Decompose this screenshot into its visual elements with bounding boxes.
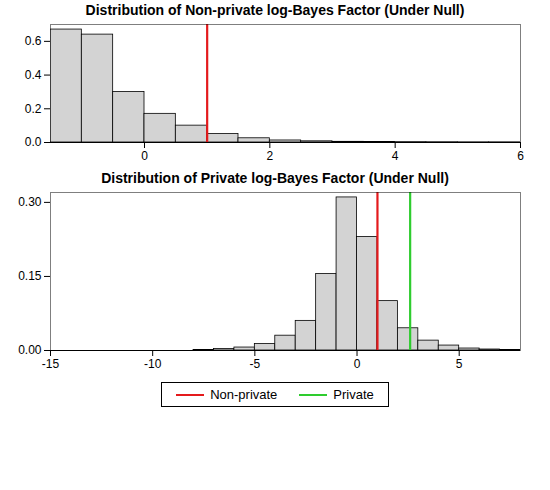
svg-text:4: 4	[392, 149, 399, 163]
svg-text:0.15: 0.15	[18, 269, 42, 283]
html-text:Distribution of Private log-Ba: Distribution of Private log-Bayes Factor…	[101, 170, 449, 186]
svg-text:-15: -15	[42, 357, 60, 371]
svg-text:5: 5	[456, 357, 463, 371]
html-text:Non-private: Non-private	[210, 387, 278, 402]
svg-text:0.30: 0.30	[18, 195, 42, 209]
html-text:Private: Private	[333, 387, 374, 402]
svg-text:0.0: 0.0	[25, 135, 42, 149]
svg-text:-5: -5	[250, 357, 261, 371]
html-text:Distribution of Non-private lo: Distribution of Non-private log-Bayes Fa…	[85, 2, 465, 18]
svg-text:0: 0	[141, 149, 148, 163]
svg-text:0.00: 0.00	[18, 343, 42, 357]
svg-text:2: 2	[266, 149, 273, 163]
svg-text:0.6: 0.6	[25, 34, 42, 48]
svg-text:6: 6	[517, 149, 524, 163]
svg-text:-10: -10	[144, 357, 162, 371]
svg-text:0.4: 0.4	[25, 68, 42, 82]
svg-text:0: 0	[354, 357, 361, 371]
svg-text:0.2: 0.2	[25, 102, 42, 116]
